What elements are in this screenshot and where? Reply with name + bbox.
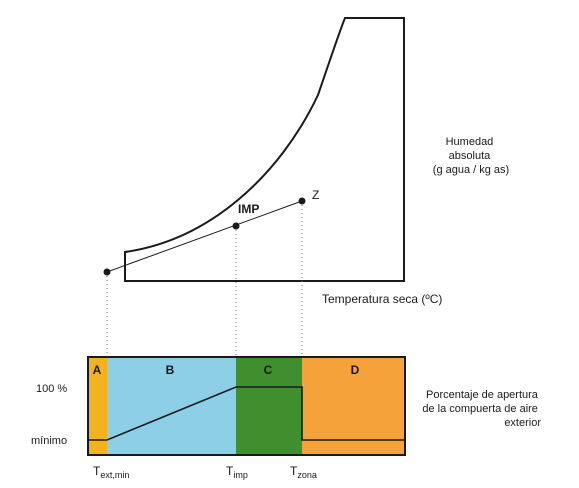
x-tick-main: T bbox=[93, 464, 101, 478]
damper-title-line: exterior bbox=[504, 417, 541, 429]
x-axis-label: Temperatura seca (ºC) bbox=[322, 292, 442, 306]
opening-curve bbox=[88, 386, 405, 441]
damper-title-line: de la compuerta de aire bbox=[422, 403, 538, 415]
damper-chart: A B C D 100 % mínimo Text,min Timp Tzona… bbox=[31, 356, 541, 480]
y-tick-100: 100 % bbox=[36, 383, 67, 395]
y-axis-label-line: Humedad bbox=[446, 136, 494, 148]
zone-b-label: B bbox=[166, 363, 175, 377]
zone-b bbox=[107, 357, 236, 455]
point-imp bbox=[232, 222, 240, 230]
damper-title: Porcentaje de apertura de la compuerta d… bbox=[422, 389, 541, 429]
point-imp-label: IMP bbox=[238, 202, 259, 216]
damper-frame bbox=[87, 356, 406, 456]
x-tick-imp: Timp bbox=[226, 464, 248, 480]
x-tick-sub: imp bbox=[233, 470, 248, 480]
x-tick-zona: Tzona bbox=[290, 464, 317, 480]
zone-a-label: A bbox=[93, 363, 102, 377]
x-tick-main: T bbox=[290, 464, 298, 478]
x-tick-main: T bbox=[226, 464, 234, 478]
zone-a bbox=[88, 357, 107, 455]
y-axis-label-line: (g agua / kg as) bbox=[433, 164, 509, 176]
zone-d-label: D bbox=[351, 363, 360, 377]
psychrometric-chart: IMP Z Humedad absoluta (g agua / kg as) … bbox=[103, 17, 509, 306]
zone-d bbox=[302, 357, 405, 455]
y-tick-min: mínimo bbox=[31, 435, 67, 447]
x-tick-sub: ext,min bbox=[100, 470, 129, 480]
zone-c bbox=[236, 357, 302, 455]
x-tick-ext-min: Text,min bbox=[93, 464, 129, 480]
zone-c-label: C bbox=[264, 363, 273, 377]
x-tick-sub: zona bbox=[297, 470, 317, 480]
y-axis-label-line: absoluta bbox=[449, 150, 491, 162]
chart-outline bbox=[124, 17, 405, 282]
guide-lines bbox=[106, 205, 303, 357]
point-z bbox=[298, 197, 306, 205]
damper-title-line: Porcentaje de apertura bbox=[426, 389, 539, 401]
point-z-label: Z bbox=[312, 188, 319, 202]
y-axis-label: Humedad absoluta (g agua / kg as) bbox=[433, 136, 509, 176]
process-line bbox=[106, 200, 303, 273]
point-ext-min bbox=[103, 268, 111, 276]
